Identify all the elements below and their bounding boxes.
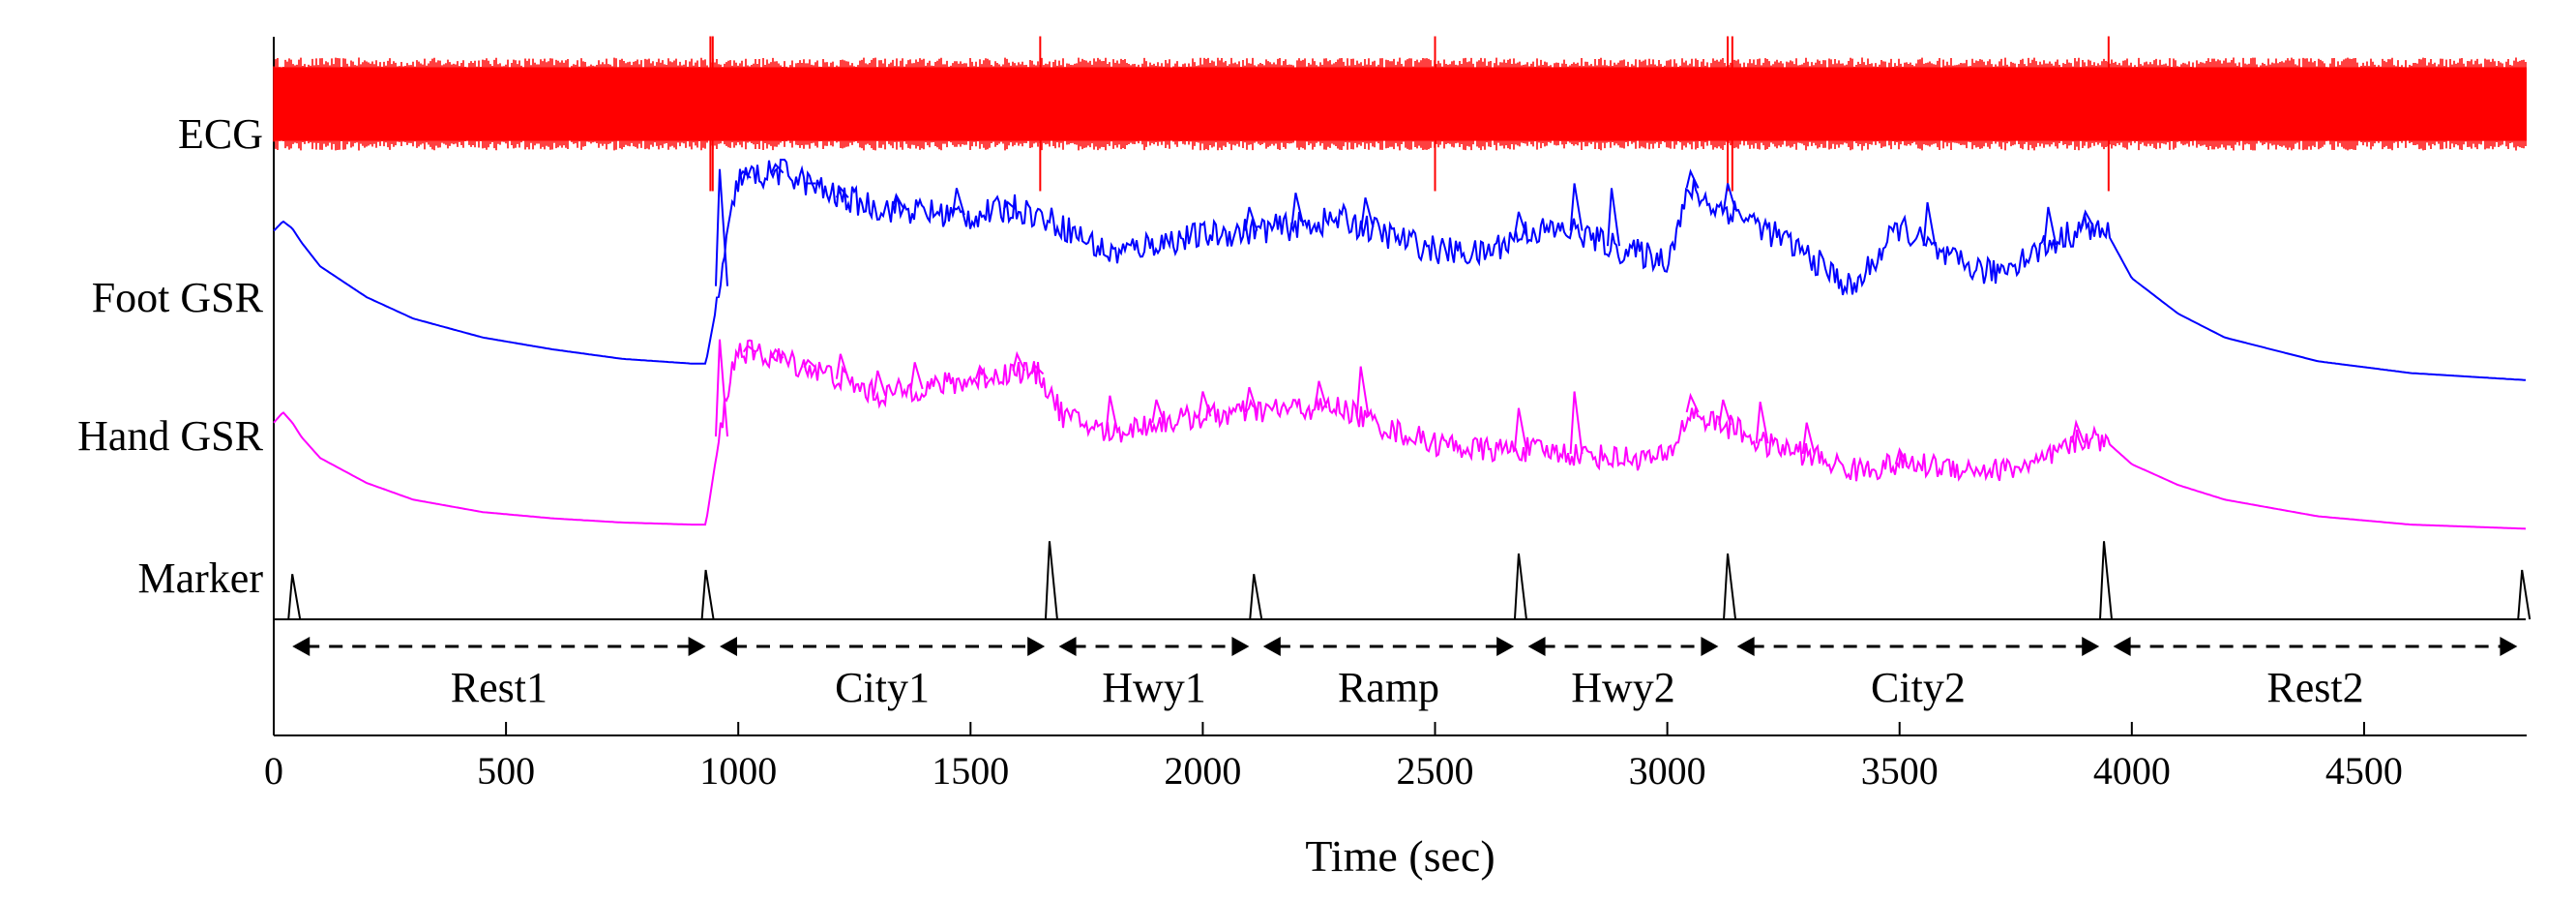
series-spike-marker: [1723, 553, 1737, 620]
series-foot-gsr: [273, 159, 2527, 381]
x-tick-label: 2500: [1397, 749, 1474, 793]
arrowhead-left: [292, 637, 311, 656]
series-spike-foot-gsr: [714, 168, 728, 286]
series-spike-hand-gsr: [873, 370, 887, 397]
series-spike-foot-gsr: [2080, 209, 2094, 227]
series-spike-hand-gsr: [1685, 392, 1700, 413]
series-spike-hand-gsr: [1314, 380, 1328, 408]
segment-label-ramp: Ramp: [1338, 664, 1439, 711]
series-label-ecg: ECG: [178, 110, 263, 158]
series-spike-hand-gsr: [1012, 350, 1026, 372]
series-spike-hand-gsr: [803, 358, 816, 369]
series-spike-hand-gsr: [1151, 399, 1166, 424]
series-spike-marker: [1513, 553, 1527, 620]
arrowhead-left: [1527, 637, 1546, 656]
arrowhead-left: [1058, 637, 1077, 656]
ecg-signal-trace: [273, 57, 2527, 151]
series-spike-foot-gsr: [951, 188, 965, 216]
series-spike-hand-gsr: [1355, 366, 1370, 417]
series-spike-hand-gsr: [1718, 399, 1732, 426]
x-tick-label: 4500: [2325, 749, 2403, 793]
series-spike-foot-gsr: [770, 163, 785, 174]
series-spike-hand-gsr: [742, 344, 756, 353]
series-spike-hand-gsr: [1105, 395, 1119, 434]
series-spike-foot-gsr: [1723, 183, 1737, 211]
series-spike-marker: [2099, 541, 2114, 620]
arrowhead-right: [1701, 637, 1719, 656]
arrowhead-right: [2082, 637, 2100, 656]
arrowhead-right: [688, 637, 706, 656]
series-spike-hand-gsr: [1755, 402, 1769, 444]
series-spike-marker: [700, 569, 715, 620]
series-spike-foot-gsr: [1002, 200, 1017, 210]
arrowhead-left: [1262, 637, 1281, 656]
series-spike-foot-gsr: [2043, 206, 2058, 246]
series-spike-foot-gsr: [1569, 183, 1584, 231]
series-spike-foot-gsr: [1685, 168, 1700, 189]
segment-label-rest1: Rest1: [451, 664, 548, 711]
x-tick-label: 2000: [1164, 749, 1241, 793]
x-tick-label: 4000: [2093, 749, 2171, 793]
arrowhead-right: [1496, 637, 1515, 656]
series-spike-marker: [287, 574, 302, 620]
series-ecg: [273, 36, 2527, 192]
series-spike-hand-gsr: [770, 347, 785, 359]
series-label-marker: Marker: [138, 554, 264, 602]
series-spike-foot-gsr: [1290, 193, 1305, 226]
series-line-foot-gsr: [273, 159, 2527, 381]
series-spike-hand-gsr: [2071, 419, 2086, 443]
arrowhead-left: [2113, 637, 2131, 656]
series-spike-foot-gsr: [1513, 211, 1527, 236]
arrowhead-right: [2500, 637, 2518, 656]
series-spike-hand-gsr: [1244, 386, 1258, 413]
series-spike-foot-gsr: [738, 169, 752, 179]
segment-label-city1: City1: [835, 664, 930, 711]
plot-area: Rest1 City1 Hwy1 Ramp Hwy2 City2 Rest2: [273, 36, 2532, 711]
series-spike-foot-gsr: [1360, 196, 1375, 228]
arrowhead-left: [1736, 637, 1755, 656]
series-spike-hand-gsr: [1569, 391, 1584, 455]
series-spike-hand-gsr: [835, 353, 849, 379]
series-hand-gsr: [273, 339, 2527, 530]
series-spike-marker: [1249, 574, 1263, 620]
series-spike-hand-gsr: [1801, 422, 1816, 455]
series-line-hand-gsr: [273, 339, 2527, 530]
x-tick-label: 1500: [932, 749, 1009, 793]
segment-label-hwy2: Hwy2: [1571, 664, 1675, 711]
x-axis-label: Time (sec): [1305, 831, 1495, 881]
arrowhead-right: [1231, 637, 1250, 656]
series-spike-hand-gsr: [1894, 446, 1909, 465]
labels-layer: ECG Foot GSR Hand GSR Marker: [77, 110, 264, 602]
series-spike-hand-gsr: [1513, 407, 1527, 450]
series-marker: [274, 541, 2532, 620]
series-spike-foot-gsr: [891, 193, 905, 210]
segment-annotations: Rest1 City1 Hwy1 Ramp Hwy2 City2 Rest2: [292, 637, 2518, 711]
series-label-hand-gsr: Hand GSR: [77, 412, 264, 460]
chart-axes: 0 500 1000 1500 2000 2500 3000 3500 4000 4500: [264, 37, 2527, 793]
series-spike-hand-gsr: [1030, 365, 1045, 375]
series-spike-hand-gsr: [974, 364, 989, 380]
series-label-foot-gsr: Foot GSR: [92, 274, 264, 321]
series-spike-marker: [1044, 541, 1058, 620]
x-tick-label: 3500: [1861, 749, 1939, 793]
series-spike-foot-gsr: [1606, 188, 1620, 247]
series-spike-foot-gsr: [1922, 201, 1937, 247]
x-tick-label: 1000: [699, 749, 777, 793]
series-spike-hand-gsr: [909, 362, 924, 390]
segment-label-city2: City2: [1871, 664, 1966, 711]
x-tick-label: 0: [264, 749, 283, 793]
arrowhead-left: [719, 637, 737, 656]
series-spike-foot-gsr: [835, 186, 849, 198]
segment-label-rest2: Rest2: [2266, 664, 2363, 711]
series-spike-marker: [2517, 569, 2532, 620]
series-spike-hand-gsr: [1198, 391, 1212, 417]
segment-label-hwy1: Hwy1: [1102, 664, 1206, 711]
arrowhead-right: [1027, 637, 1046, 656]
x-tick-label: 500: [477, 749, 535, 793]
series-spike-hand-gsr: [714, 339, 728, 437]
x-tick-label: 3000: [1629, 749, 1706, 793]
series-spike-foot-gsr: [1244, 206, 1258, 231]
